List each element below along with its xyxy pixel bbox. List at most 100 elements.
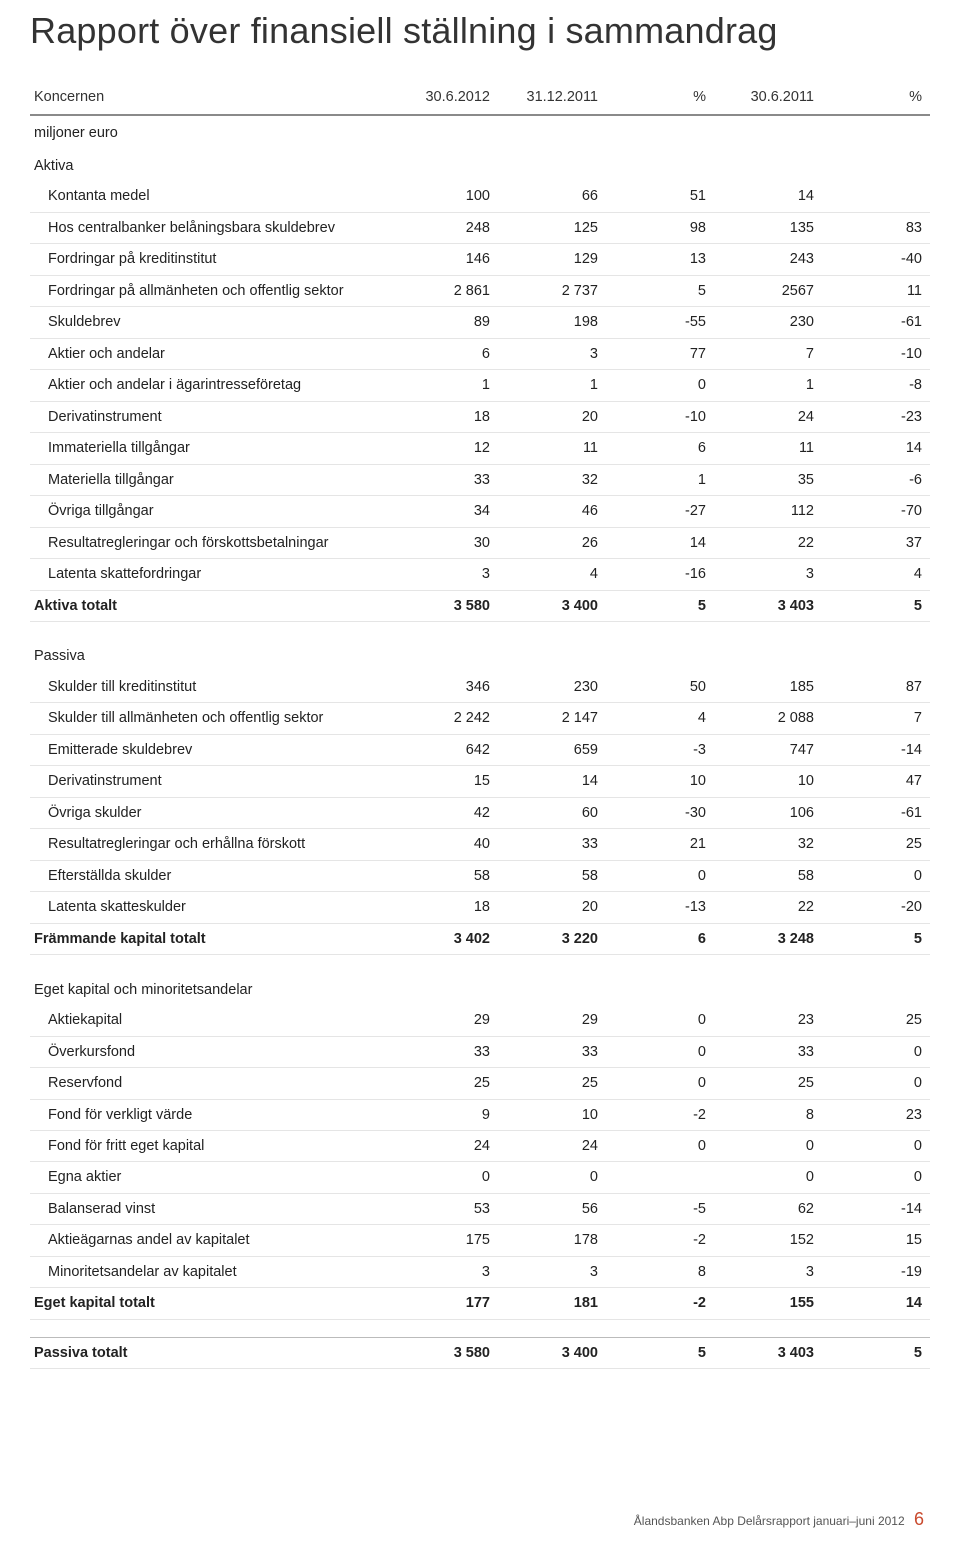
row-label: Reservfond — [30, 1068, 390, 1099]
row-value: 12 — [390, 433, 498, 464]
row-label: Skulder till kreditinstitut — [30, 672, 390, 703]
row-value: 152 — [714, 1225, 822, 1256]
row-label: Skulder till allmänheten och offentlig s… — [30, 703, 390, 734]
row-value: -14 — [822, 1193, 930, 1224]
col-header: % — [822, 76, 930, 115]
section-heading-label: Aktiva — [30, 149, 390, 181]
row-value: 29 — [498, 1005, 606, 1036]
table-header-row: Koncernen30.6.201231.12.2011%30.6.2011% — [30, 76, 930, 115]
table-row: Aktiekapital292902325 — [30, 1005, 930, 1036]
row-value: 146 — [390, 244, 498, 275]
row-value: 32 — [714, 829, 822, 860]
financial-table: Koncernen30.6.201231.12.2011%30.6.2011%m… — [30, 76, 930, 1369]
total-value: 155 — [714, 1288, 822, 1319]
col-header: % — [606, 76, 714, 115]
row-label: Övriga skulder — [30, 797, 390, 828]
table-row: Övriga tillgångar3446-27112-70 — [30, 496, 930, 527]
table-row: Aktier och andelar i ägarintresseföretag… — [30, 370, 930, 401]
total-label: Aktiva totalt — [30, 590, 390, 621]
spacer — [30, 955, 930, 973]
row-value: -20 — [822, 892, 930, 923]
row-label: Fordringar på allmänheten och offentlig … — [30, 275, 390, 306]
row-value — [822, 181, 930, 212]
section-heading-label: Eget kapital och minoritetsandelar — [30, 973, 390, 1005]
row-label: Kontanta medel — [30, 181, 390, 212]
row-value: 33 — [714, 1036, 822, 1067]
row-value: 0 — [606, 1005, 714, 1036]
row-label: Hos centralbanker belåningsbara skuldebr… — [30, 212, 390, 243]
row-value: -10 — [606, 401, 714, 432]
table-row: Materiella tillgångar3332135-6 — [30, 464, 930, 495]
row-value: 14 — [822, 433, 930, 464]
row-value: 10 — [498, 1099, 606, 1130]
total-value: 14 — [822, 1288, 930, 1319]
row-value: 9 — [390, 1099, 498, 1130]
row-value: 62 — [714, 1193, 822, 1224]
table-row: Immateriella tillgångar121161114 — [30, 433, 930, 464]
row-value: -6 — [822, 464, 930, 495]
row-label: Skuldebrev — [30, 307, 390, 338]
row-value: 34 — [390, 496, 498, 527]
page-number: 6 — [914, 1509, 924, 1529]
row-value: 50 — [606, 672, 714, 703]
table-row: Skulder till allmänheten och offentlig s… — [30, 703, 930, 734]
row-value: 24 — [714, 401, 822, 432]
row-value: 25 — [822, 829, 930, 860]
row-value: 25 — [390, 1068, 498, 1099]
grand-total-value: 5 — [822, 1337, 930, 1368]
row-value: 21 — [606, 829, 714, 860]
row-value: 47 — [822, 766, 930, 797]
row-value: -40 — [822, 244, 930, 275]
row-value: 0 — [822, 860, 930, 891]
row-value: 230 — [498, 672, 606, 703]
row-label: Immateriella tillgångar — [30, 433, 390, 464]
section-heading: Aktiva — [30, 149, 930, 181]
total-value: 5 — [822, 590, 930, 621]
row-label: Egna aktier — [30, 1162, 390, 1193]
row-value: 0 — [606, 1068, 714, 1099]
row-value: -23 — [822, 401, 930, 432]
total-value: 5 — [606, 590, 714, 621]
row-value: 2 242 — [390, 703, 498, 734]
row-value: 175 — [390, 1225, 498, 1256]
table-row: Skuldebrev89198-55230-61 — [30, 307, 930, 338]
row-value: 0 — [498, 1162, 606, 1193]
row-value: 87 — [822, 672, 930, 703]
total-label: Främmande kapital totalt — [30, 923, 390, 954]
row-value: 83 — [822, 212, 930, 243]
row-value: 42 — [390, 797, 498, 828]
row-value: -30 — [606, 797, 714, 828]
row-value: 58 — [390, 860, 498, 891]
row-value: 100 — [390, 181, 498, 212]
row-label: Materiella tillgångar — [30, 464, 390, 495]
row-value: -16 — [606, 559, 714, 590]
row-value: 26 — [498, 527, 606, 558]
row-value: 346 — [390, 672, 498, 703]
row-value: 0 — [714, 1162, 822, 1193]
row-value: -10 — [822, 338, 930, 369]
row-value: -61 — [822, 307, 930, 338]
row-value: 20 — [498, 401, 606, 432]
row-value: 33 — [390, 1036, 498, 1067]
row-value: 4 — [606, 703, 714, 734]
row-value: 3 — [498, 338, 606, 369]
row-value: 11 — [822, 275, 930, 306]
row-value: -27 — [606, 496, 714, 527]
table-row: Hos centralbanker belåningsbara skuldebr… — [30, 212, 930, 243]
row-value: 30 — [390, 527, 498, 558]
grand-total-value: 3 580 — [390, 1337, 498, 1368]
row-value: 5 — [606, 275, 714, 306]
row-label: Aktier och andelar i ägarintresseföretag — [30, 370, 390, 401]
total-label: Eget kapital totalt — [30, 1288, 390, 1319]
row-value: -8 — [822, 370, 930, 401]
row-value: 129 — [498, 244, 606, 275]
row-value: 29 — [390, 1005, 498, 1036]
table-row: Fond för verkligt värde910-2823 — [30, 1099, 930, 1130]
row-value: 22 — [714, 892, 822, 923]
col-header: 31.12.2011 — [498, 76, 606, 115]
table-row: Balanserad vinst5356-562-14 — [30, 1193, 930, 1224]
row-value: 0 — [822, 1131, 930, 1162]
row-value: 0 — [822, 1036, 930, 1067]
row-value: -3 — [606, 734, 714, 765]
row-label: Balanserad vinst — [30, 1193, 390, 1224]
